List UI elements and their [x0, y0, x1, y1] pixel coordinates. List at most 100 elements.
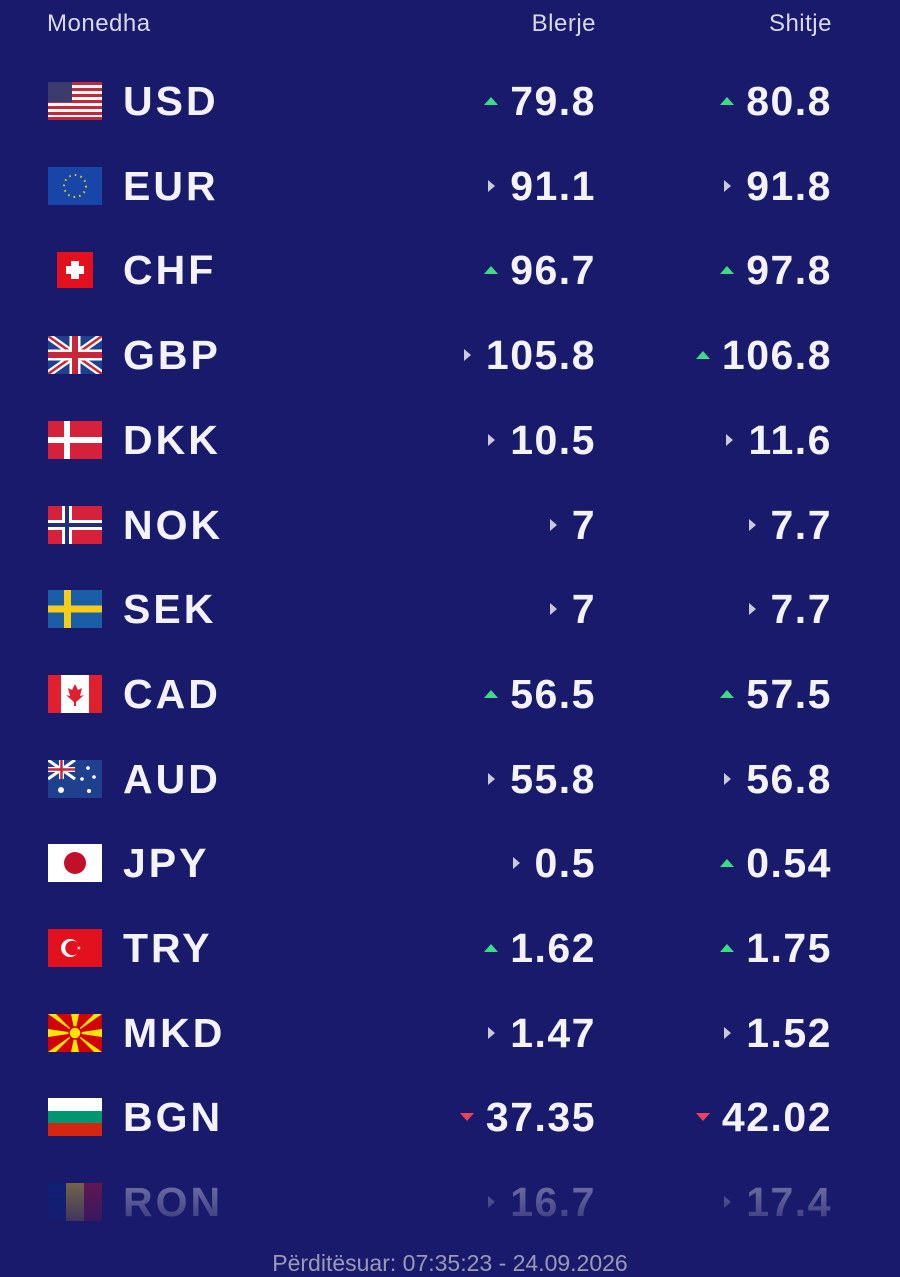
sell-value: 1.52: [746, 1009, 832, 1056]
trend-arrow: [695, 1113, 710, 1122]
sell-value: 11.6: [748, 416, 832, 463]
sell-rate: 80.8: [718, 79, 832, 123]
buy-rate: 10.5: [482, 418, 596, 462]
header-sell: Shitje: [768, 10, 832, 37]
sell-rate: 97.8: [718, 248, 832, 292]
sell-value: 7.7: [770, 501, 832, 548]
flag: [48, 336, 102, 375]
rate-row: BGN 37.35 42.02: [0, 1087, 900, 1147]
trend-arrow: [484, 266, 499, 275]
sell-value: 0.54: [746, 840, 832, 887]
flag: [48, 759, 102, 798]
currency-code: MKD: [123, 1009, 226, 1056]
sell-value: 97.8: [746, 247, 832, 294]
trend-icon: [484, 944, 499, 952]
buy-rate: 7: [544, 587, 596, 631]
trend-icon: [748, 518, 756, 531]
rate-row: CAD 56.5 57.5: [0, 664, 900, 724]
sell-value: 106.8: [721, 332, 832, 379]
trend-arrow: [463, 349, 471, 362]
trend-icon: [488, 433, 496, 446]
trend-icon: [726, 433, 734, 446]
bottom-fade: [0, 1175, 900, 1277]
sell-value: 42.02: [721, 1094, 832, 1141]
buy-rate: 56.5: [482, 672, 596, 716]
trend-icon: [720, 266, 735, 275]
flag: [48, 1098, 102, 1137]
sell-rate: 0.54: [718, 841, 832, 885]
flag: [48, 844, 102, 883]
trend-icon: [488, 179, 496, 192]
buy-value: 0.5: [534, 840, 596, 887]
trend-icon: [724, 772, 732, 785]
rate-row: USD 79.8 80.8: [0, 71, 900, 131]
sell-rate: 57.5: [718, 672, 832, 716]
buy-value: 10.5: [510, 416, 596, 463]
currency-code: AUD: [123, 755, 221, 802]
sell-value: 80.8: [746, 78, 832, 124]
buy-rate: 96.7: [482, 248, 596, 292]
buy-rate: 91.1: [482, 164, 596, 208]
sell-rate: 106.8: [694, 333, 832, 377]
rate-row: MKD 1.47 1.52: [0, 1003, 900, 1063]
trend-arrow: [695, 351, 710, 360]
buy-value: 105.8: [485, 332, 596, 379]
trend-icon: [720, 97, 735, 105]
trend-icon: [484, 97, 499, 105]
sell-value: 57.5: [746, 670, 832, 717]
currency-code: DKK: [123, 416, 221, 463]
sell-rate: 7.7: [743, 587, 833, 631]
flag: [48, 420, 102, 459]
flag: [48, 166, 102, 205]
currency-code: BGN: [123, 1094, 224, 1141]
trend-arrow: [720, 97, 735, 105]
rate-row: EUR 91.1 91.8: [0, 156, 900, 216]
updated-time: Përditësuar: 07:35:23 - 24.09.2026: [272, 1250, 628, 1276]
buy-value: 55.8: [510, 755, 596, 802]
sell-rate: 1.52: [718, 1011, 832, 1055]
rate-row: SEK 7 7.7: [0, 579, 900, 639]
buy-rate: 1.47: [482, 1011, 596, 1055]
flag: [57, 252, 93, 289]
trend-arrow: [549, 518, 557, 531]
buy-value: 7: [571, 501, 596, 548]
header-buy: Blerje: [531, 10, 596, 37]
rate-row: CHF 96.7 97.8: [0, 240, 900, 300]
trend-icon: [463, 349, 471, 362]
trend-icon: [748, 603, 756, 616]
flag: [48, 505, 102, 544]
rate-row: AUD 55.8 56.8: [0, 749, 900, 809]
trend-arrow: [724, 179, 732, 192]
trend-arrow: [549, 603, 557, 616]
buy-value: 56.5: [510, 670, 596, 717]
currency-code: CHF: [123, 247, 217, 294]
sell-rate: 42.02: [694, 1095, 832, 1139]
currency-code: EUR: [123, 162, 219, 209]
currency-code: USD: [123, 78, 219, 124]
buy-value: 79.8: [510, 78, 596, 124]
sell-value: 7.7: [770, 586, 832, 633]
trend-icon: [695, 351, 710, 360]
buy-value: 1.47: [510, 1009, 596, 1056]
trend-arrow: [748, 518, 756, 531]
trend-icon: [488, 1026, 496, 1039]
flag: [48, 929, 102, 967]
buy-value: 7: [571, 586, 596, 633]
trend-arrow: [488, 179, 496, 192]
trend-icon: [459, 1113, 474, 1122]
buy-rate: 79.8: [482, 79, 596, 123]
trend-arrow: [720, 944, 735, 952]
trend-arrow: [484, 689, 499, 698]
flag: [48, 1013, 102, 1052]
trend-icon: [720, 859, 735, 868]
currency-code: TRY: [123, 925, 213, 971]
trend-arrow: [720, 859, 735, 868]
trend-arrow: [484, 944, 499, 952]
flag: [48, 82, 102, 120]
trend-icon: [512, 857, 520, 870]
trend-icon: [724, 179, 732, 192]
trend-arrow: [720, 689, 735, 698]
buy-value: 91.1: [510, 162, 596, 209]
trend-arrow: [488, 772, 496, 785]
trend-icon: [695, 1113, 710, 1122]
